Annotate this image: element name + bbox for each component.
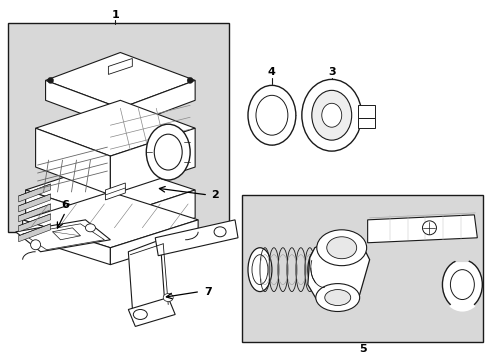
- Ellipse shape: [311, 90, 351, 140]
- Polygon shape: [110, 190, 195, 246]
- Ellipse shape: [163, 293, 173, 302]
- Polygon shape: [19, 224, 50, 242]
- Ellipse shape: [47, 77, 53, 84]
- Ellipse shape: [326, 237, 356, 259]
- Polygon shape: [36, 128, 110, 195]
- Polygon shape: [105, 183, 125, 200]
- Ellipse shape: [247, 248, 271, 292]
- Polygon shape: [128, 298, 175, 327]
- Bar: [8, 23, 228, 232]
- Ellipse shape: [187, 77, 193, 84]
- Ellipse shape: [146, 124, 190, 180]
- Ellipse shape: [449, 270, 473, 300]
- Polygon shape: [155, 220, 238, 256]
- Ellipse shape: [324, 289, 350, 306]
- Polygon shape: [25, 190, 110, 246]
- Ellipse shape: [442, 260, 481, 310]
- Polygon shape: [22, 224, 104, 250]
- Ellipse shape: [133, 310, 147, 319]
- Ellipse shape: [422, 221, 436, 235]
- Polygon shape: [16, 220, 110, 252]
- Ellipse shape: [247, 85, 295, 145]
- Text: 7: 7: [204, 287, 211, 297]
- Polygon shape: [110, 128, 195, 195]
- Text: 2: 2: [211, 190, 219, 200]
- Polygon shape: [19, 184, 50, 202]
- Ellipse shape: [85, 224, 95, 232]
- Text: 3: 3: [327, 67, 335, 77]
- Polygon shape: [19, 194, 50, 212]
- Polygon shape: [22, 220, 110, 265]
- Text: 5: 5: [358, 345, 366, 354]
- Ellipse shape: [315, 284, 359, 311]
- Ellipse shape: [154, 134, 182, 170]
- Polygon shape: [357, 105, 374, 118]
- Ellipse shape: [321, 103, 341, 127]
- Polygon shape: [110, 220, 198, 265]
- Polygon shape: [19, 204, 50, 222]
- Polygon shape: [120, 80, 195, 128]
- Ellipse shape: [251, 255, 267, 285]
- Polygon shape: [36, 100, 195, 156]
- Polygon shape: [25, 162, 195, 218]
- Polygon shape: [367, 215, 476, 243]
- Polygon shape: [357, 118, 374, 128]
- Ellipse shape: [316, 230, 366, 266]
- Ellipse shape: [31, 240, 41, 250]
- Ellipse shape: [214, 227, 225, 237]
- Ellipse shape: [255, 95, 287, 135]
- Ellipse shape: [307, 248, 331, 292]
- Polygon shape: [22, 192, 198, 248]
- Bar: [242, 195, 482, 342]
- Polygon shape: [45, 53, 195, 108]
- Polygon shape: [52, 228, 81, 240]
- Text: 4: 4: [267, 67, 275, 77]
- Polygon shape: [128, 240, 165, 321]
- Polygon shape: [45, 80, 120, 128]
- Polygon shape: [108, 58, 132, 75]
- Text: 1: 1: [111, 10, 119, 20]
- Ellipse shape: [301, 80, 361, 151]
- Polygon shape: [19, 214, 50, 232]
- Text: 6: 6: [61, 200, 69, 210]
- Polygon shape: [307, 235, 369, 307]
